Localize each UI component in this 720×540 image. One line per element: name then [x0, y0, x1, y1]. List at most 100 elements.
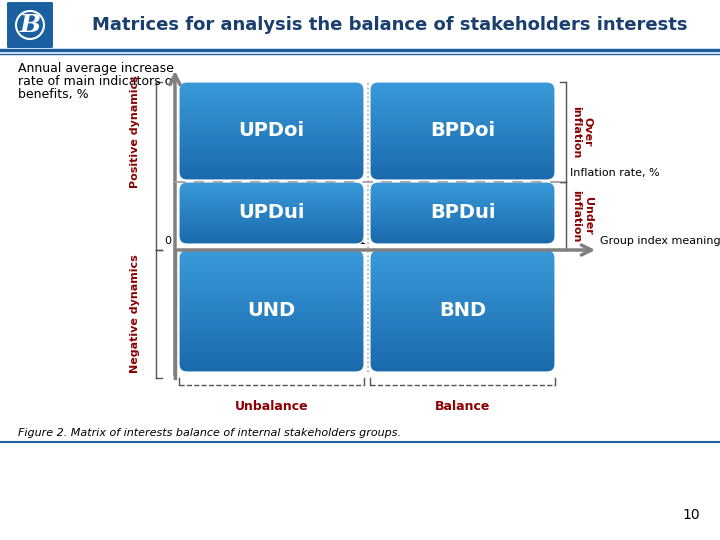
Text: Figure 2. Matrix of interests balance of internal stakeholders groups.: Figure 2. Matrix of interests balance of…	[18, 428, 401, 438]
Bar	[179, 302, 364, 305]
Bar	[179, 219, 364, 220]
Bar	[370, 200, 555, 201]
Bar	[179, 276, 364, 279]
Bar	[370, 270, 555, 272]
Bar	[370, 313, 555, 315]
Bar	[179, 260, 364, 262]
Bar	[370, 86, 555, 89]
Bar	[370, 255, 555, 258]
Bar	[370, 230, 555, 232]
Bar	[370, 234, 555, 236]
Bar	[179, 201, 364, 202]
Text: Inflation rate, %: Inflation rate, %	[570, 168, 660, 178]
Bar	[370, 294, 555, 297]
Bar	[370, 215, 555, 217]
Bar	[370, 349, 555, 352]
Bar	[179, 94, 364, 97]
Bar	[179, 272, 364, 274]
Bar	[370, 99, 555, 102]
Bar	[370, 310, 555, 313]
Bar	[179, 196, 364, 198]
Bar	[179, 266, 364, 268]
Bar	[370, 136, 555, 138]
Bar	[179, 111, 364, 113]
Text: Over
inflation: Over inflation	[571, 106, 593, 158]
Bar	[179, 85, 364, 87]
Bar	[179, 225, 364, 226]
Bar	[179, 274, 364, 276]
Bar	[370, 241, 555, 243]
Bar	[179, 90, 364, 92]
Bar	[179, 126, 364, 128]
Bar	[179, 214, 364, 216]
Text: rate of main indicators of: rate of main indicators of	[18, 75, 176, 88]
Bar	[370, 347, 555, 349]
Bar	[370, 109, 555, 111]
Bar	[370, 193, 555, 194]
Bar	[370, 278, 555, 280]
Bar	[179, 96, 364, 98]
Bar	[370, 323, 555, 325]
Bar	[370, 229, 555, 231]
Bar	[179, 139, 364, 141]
Bar	[370, 237, 555, 238]
Bar	[370, 213, 555, 215]
Bar	[179, 206, 364, 208]
Bar	[370, 316, 555, 319]
Bar	[370, 207, 555, 209]
Bar	[179, 112, 364, 114]
Bar	[179, 290, 364, 293]
Bar	[179, 165, 364, 167]
Bar	[370, 83, 555, 85]
Bar	[179, 249, 364, 252]
Bar	[370, 367, 555, 370]
Bar	[370, 329, 555, 332]
Bar	[370, 197, 555, 199]
Bar	[179, 353, 364, 356]
Bar	[370, 232, 555, 234]
Text: Balance: Balance	[435, 400, 490, 413]
Text: benefits, %: benefits, %	[18, 88, 89, 101]
Bar	[179, 306, 364, 309]
Bar	[179, 331, 364, 333]
Bar	[370, 335, 555, 338]
Bar	[179, 204, 364, 206]
Bar	[179, 192, 364, 193]
Bar	[179, 226, 364, 227]
Bar	[179, 286, 364, 289]
Text: UND: UND	[248, 301, 296, 321]
Bar	[370, 210, 555, 211]
Bar	[370, 220, 555, 221]
Bar	[370, 288, 555, 291]
Bar	[370, 185, 555, 186]
Bar	[179, 124, 364, 126]
Bar	[179, 198, 364, 200]
Bar	[179, 145, 364, 147]
Bar	[370, 242, 555, 244]
Bar	[370, 321, 555, 323]
Bar	[370, 221, 555, 222]
Bar	[370, 214, 555, 216]
Bar	[370, 187, 555, 188]
Bar	[370, 319, 555, 321]
Bar	[179, 137, 364, 139]
Bar	[370, 343, 555, 346]
Bar	[179, 233, 364, 235]
Bar	[370, 363, 555, 366]
Bar	[179, 163, 364, 165]
Bar	[179, 234, 364, 236]
Bar	[370, 305, 555, 307]
Bar	[370, 211, 555, 212]
Bar	[179, 366, 364, 368]
Bar	[370, 114, 555, 116]
Bar	[179, 114, 364, 116]
Bar	[370, 145, 555, 147]
Bar	[370, 171, 555, 173]
Bar	[370, 82, 555, 84]
Bar	[370, 240, 555, 242]
Bar	[370, 148, 555, 151]
Bar	[179, 268, 364, 271]
Bar	[370, 284, 555, 287]
Bar	[370, 116, 555, 118]
Bar	[370, 174, 555, 177]
